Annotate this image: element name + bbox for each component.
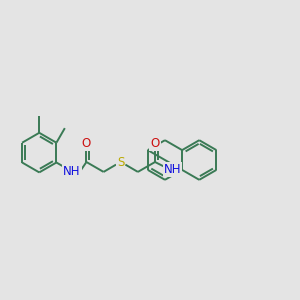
Text: NH: NH	[164, 164, 181, 176]
Text: O: O	[150, 137, 160, 150]
Text: O: O	[82, 137, 91, 150]
Text: S: S	[117, 155, 124, 169]
Text: NH: NH	[63, 165, 81, 178]
